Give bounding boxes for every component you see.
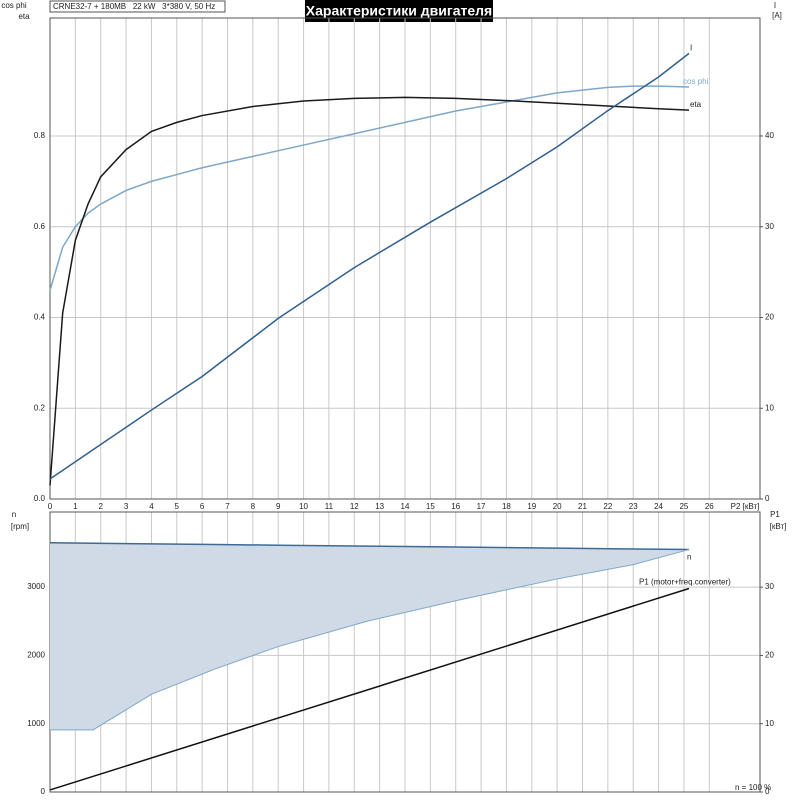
y2-axis-label: P1: [770, 510, 780, 519]
band-upper: [49, 541, 690, 551]
series-label: P1 (motor+freq.converter): [639, 578, 731, 587]
y2-tick-label: 20: [765, 313, 774, 322]
x-tick-label: 19: [527, 502, 536, 511]
subtitle: CRNE32-7 + 180MB 22 kW 3*380 V, 50 Hz: [53, 2, 215, 11]
y-axis-label: [rpm]: [11, 522, 29, 531]
x-tick-label: 15: [426, 502, 435, 511]
series-label: n: [687, 553, 691, 562]
y2-tick-label: 0: [765, 787, 770, 796]
series-label: cos phi: [683, 77, 709, 86]
y-tick-label: 0.0: [34, 494, 46, 503]
y2-tick-label: 30: [765, 582, 774, 591]
y2-tick-label: 0: [765, 494, 770, 503]
x-axis-label: P2 [кВт]: [731, 502, 760, 511]
y-axis-label: n: [12, 510, 16, 519]
chart-title: Характеристики двигателя: [306, 3, 492, 19]
x-tick-label: 14: [401, 502, 410, 511]
y-tick-label: 0.4: [34, 313, 46, 322]
y2-tick-label: 40: [765, 131, 774, 140]
x-tick-label: 8: [251, 502, 256, 511]
plot-frame: [49, 17, 761, 500]
title-box: [305, 0, 493, 22]
y-tick-label: 3000: [27, 582, 45, 591]
y2-tick-label: 10: [765, 719, 774, 728]
line: [49, 587, 690, 791]
y2-axis-label: I: [774, 1, 776, 10]
y-tick-label: 0.2: [34, 403, 46, 412]
band: [50, 542, 689, 730]
y-tick-label: 0.6: [34, 222, 46, 231]
y-tick-label: 0: [41, 787, 46, 796]
y2-axis-label: [A]: [772, 11, 782, 20]
grid: [49, 18, 760, 500]
y2-axis-label: [кВт]: [770, 522, 787, 531]
x-tick-label: 21: [578, 502, 587, 511]
y2-tick-label: 30: [765, 222, 774, 231]
x-tick-label: 6: [200, 502, 205, 511]
panel: 0 1 2 3 4 5 6 7 8 9 10 11 12 13 14 15 16 17 18 19 20 21 22 23 24…: [34, 17, 774, 511]
subtitle-box: [49, 0, 226, 13]
line: [49, 52, 690, 480]
x-tick-label: 26: [705, 502, 714, 511]
x-tick-label: 13: [375, 502, 384, 511]
x-tick-label: 12: [350, 502, 359, 511]
band-lower: [50, 549, 690, 731]
line: [49, 96, 690, 486]
x-tick-label: 20: [553, 502, 562, 511]
line: [49, 85, 690, 291]
x-tick-label: 18: [502, 502, 511, 511]
y-tick-label: 1000: [27, 719, 45, 728]
x-tick-label: 7: [225, 502, 230, 511]
x-tick-label: 23: [629, 502, 638, 511]
x-tick-label: 16: [451, 502, 460, 511]
x-tick-label: 5: [175, 502, 180, 511]
annotation: n = 100 %: [735, 783, 771, 792]
x-tick-label: 9: [276, 502, 281, 511]
y-tick-label: 0.8: [34, 131, 46, 140]
y2-tick-label: 20: [765, 651, 774, 660]
x-tick-label: 10: [299, 502, 308, 511]
x-tick-label: 1: [73, 502, 78, 511]
x-tick-label: 3: [124, 502, 129, 511]
y-axis-label: cos phi: [1, 1, 27, 10]
x-tick-label: 11: [325, 502, 334, 511]
series-label: eta: [690, 100, 702, 109]
x-tick-label: 2: [98, 502, 103, 511]
x-tick-label: 24: [654, 502, 663, 511]
x-tick-label: 22: [603, 502, 612, 511]
y-axis-label: eta: [18, 12, 30, 21]
series-label: I: [690, 44, 692, 53]
x-tick-label: 25: [679, 502, 688, 511]
y-tick-label: 2000: [27, 651, 45, 660]
y2-tick-label: 10: [765, 403, 774, 412]
x-tick-label: 0: [48, 502, 53, 511]
x-tick-label: 4: [149, 502, 154, 511]
panel: 0 1000 2000 3000 0 10 20 30 n P1 (motor+freq.conv…: [27, 511, 774, 796]
x-tick-label: 17: [477, 502, 486, 511]
